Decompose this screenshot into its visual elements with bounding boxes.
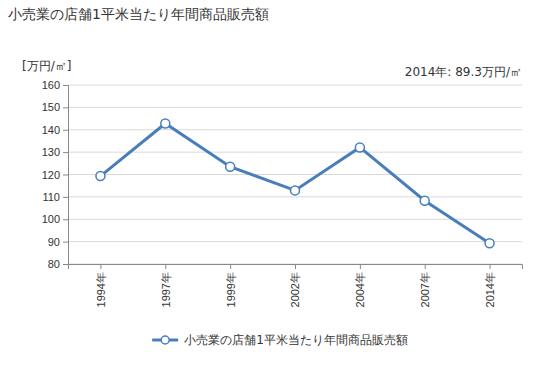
y-tick-label: 80	[48, 258, 60, 270]
y-tick: 110	[42, 191, 68, 203]
y-tick-mark	[63, 107, 68, 108]
point	[485, 239, 494, 248]
y-tick-mark	[63, 197, 68, 198]
x-tick-label: 1999年	[224, 272, 236, 307]
x-tick-mark	[490, 264, 491, 269]
x-tick-label: 2004年	[354, 272, 366, 307]
y-tick-mark	[63, 130, 68, 131]
grid-line	[68, 107, 522, 108]
point	[291, 186, 300, 195]
grid-line	[68, 129, 522, 130]
point	[161, 119, 170, 128]
point	[96, 172, 105, 181]
y-tick: 120	[42, 169, 68, 181]
title: 小売業の店舗1平米当たり年間商品販売額	[8, 6, 269, 22]
y-tick-mark	[63, 85, 68, 86]
legend-marker	[161, 336, 169, 344]
grid	[68, 85, 522, 264]
y-tick: 100	[42, 213, 68, 225]
x-tick-mark	[425, 264, 426, 269]
y-tick: 130	[42, 146, 68, 158]
x-tick-mark	[230, 264, 231, 269]
grid-line	[68, 85, 522, 86]
x-axis-line	[69, 265, 523, 270]
y-tick-label: 130	[42, 146, 60, 158]
grid-line	[68, 241, 522, 242]
annotation: 2014年: 89.3万円/㎡	[405, 65, 522, 79]
y-tick-label: 150	[42, 101, 60, 113]
y-tick-label: 110	[42, 191, 60, 203]
grid-line	[68, 174, 522, 175]
legend-item: 小売業の店舗1平米当たり年間商品販売額	[152, 333, 408, 347]
series-line	[100, 123, 489, 243]
x-tick-mark	[165, 264, 166, 269]
chart: 小売業の店舗1平米当たり年間商品販売額 [万円/㎡] 2014年: 89.3万円/㎡…	[0, 0, 560, 366]
x-tick-label: 2014年	[484, 272, 496, 307]
point	[226, 162, 235, 171]
y-axis: 80 90 100 110 120 130 140 150 160	[42, 79, 69, 270]
x-tick-mark	[295, 264, 296, 269]
x-tick-label: 1994年	[95, 272, 107, 307]
x-tick: 1997年	[160, 264, 172, 307]
y-tick: 150	[42, 101, 68, 113]
y-axis-line	[63, 86, 69, 265]
y-tick-label: 100	[42, 213, 60, 225]
y-tick-label: 90	[48, 236, 60, 248]
x-tick: 1999年	[224, 264, 236, 307]
x-tick: 2002年	[289, 264, 301, 307]
x-tick-label: 1997年	[160, 272, 172, 307]
grid-line	[68, 196, 522, 197]
y-tick-mark	[63, 152, 68, 153]
y-tick-mark	[63, 242, 68, 243]
point	[355, 143, 364, 152]
y-tick-mark	[63, 219, 68, 220]
y-tick-mark	[63, 264, 68, 265]
x-tick-mark	[100, 264, 101, 269]
x-tick-label: 2007年	[419, 272, 431, 307]
x-axis: 1994年 1997年 1999年 2002年 2004年 2007年 2014年	[69, 264, 523, 307]
legend: 小売業の店舗1平米当たり年間商品販売額	[152, 333, 408, 347]
x-tick: 2004年	[354, 264, 366, 307]
y-tick-label: 140	[42, 124, 60, 136]
y-tick: 160	[42, 79, 68, 91]
y-tick-mark	[63, 175, 68, 176]
y-tick: 80	[48, 258, 68, 270]
legend-label: 小売業の店舗1平米当たり年間商品販売額	[184, 333, 408, 347]
point	[420, 196, 429, 205]
grid-line	[68, 152, 522, 153]
marks	[96, 119, 494, 248]
x-tick-mark	[360, 264, 361, 269]
x-tick-label: 2002年	[289, 272, 301, 307]
plot: 80 90 100 110 120 130 140 150 160 1994年 1997年 1999年…	[42, 79, 523, 307]
y-tick: 140	[42, 124, 68, 136]
y-tick: 90	[48, 236, 68, 248]
y-tick-label: 160	[42, 79, 60, 91]
y-axis-label: [万円/㎡]	[22, 59, 71, 73]
y-tick-label: 120	[42, 169, 60, 181]
x-tick: 2014年	[484, 264, 496, 307]
x-tick: 2007年	[419, 264, 431, 307]
x-tick: 1994年	[95, 264, 107, 307]
